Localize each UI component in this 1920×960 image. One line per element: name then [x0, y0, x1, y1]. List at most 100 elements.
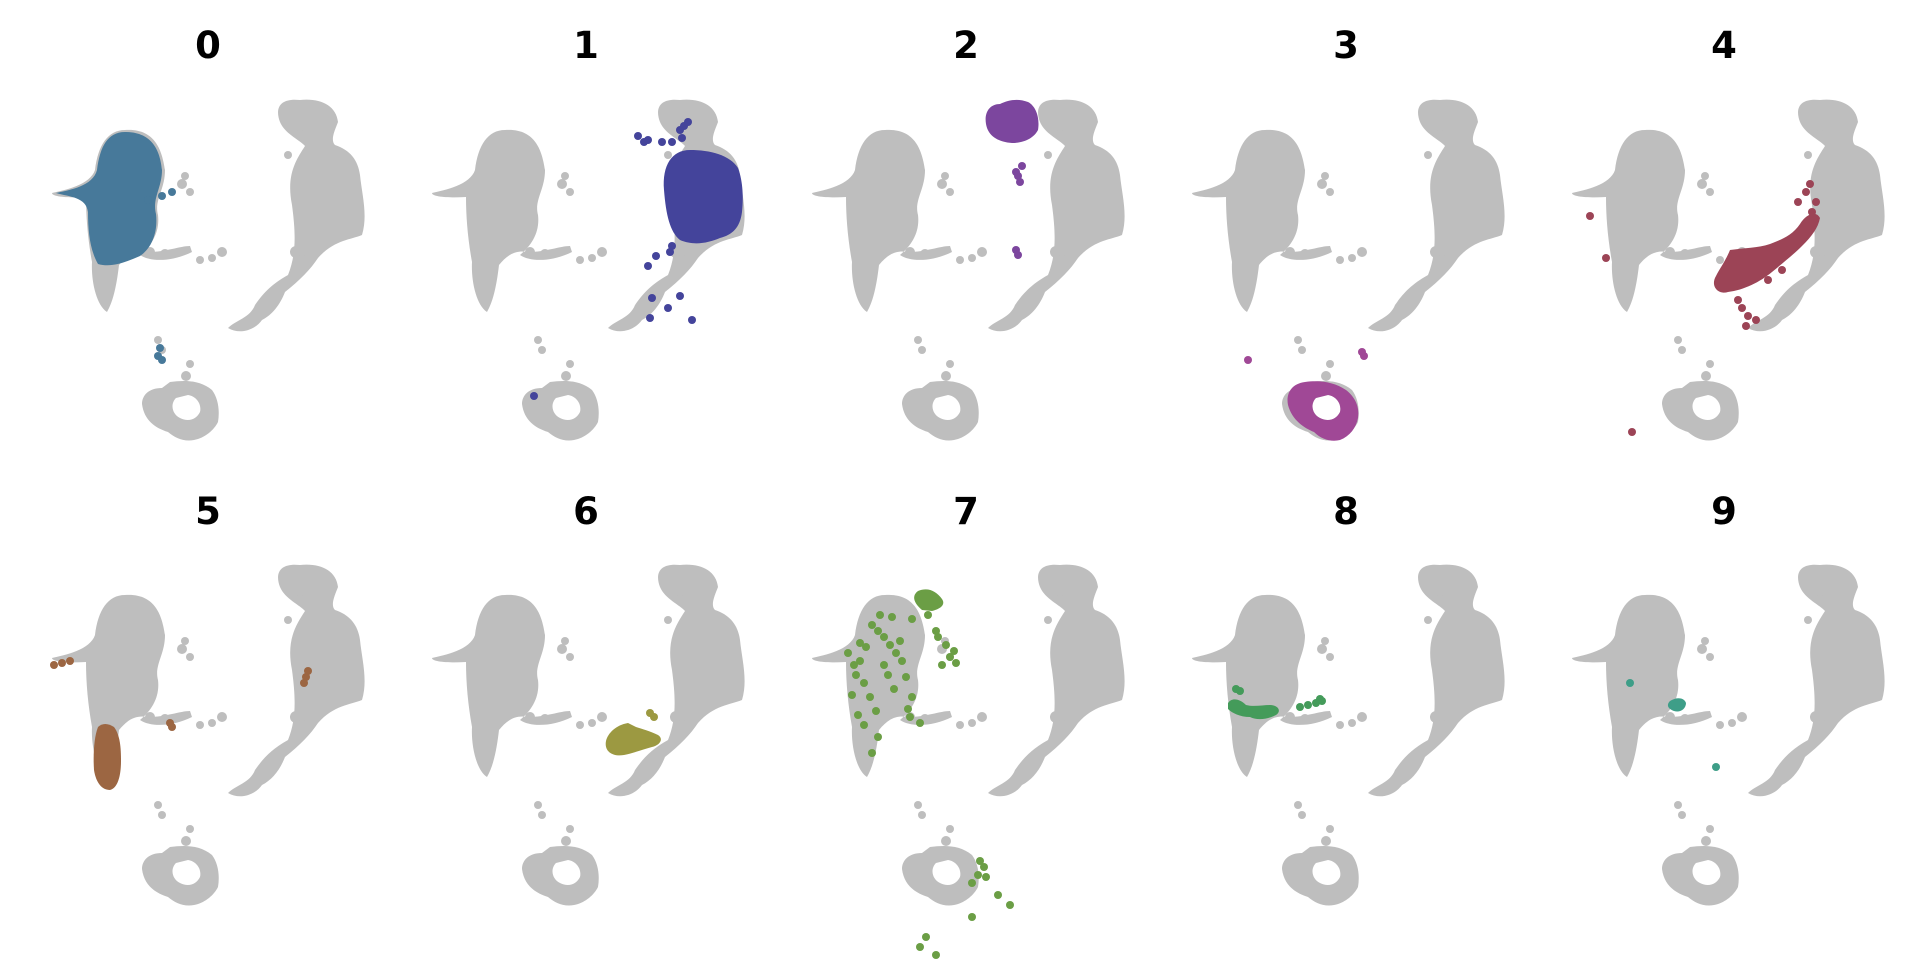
umap-panel-4	[1572, 99, 1885, 441]
cluster-cell	[888, 613, 896, 621]
background-cell	[1728, 719, 1736, 727]
panel-title: 5	[195, 490, 221, 533]
cluster-cell	[974, 871, 982, 879]
background-cells	[812, 564, 1125, 906]
background-cell	[914, 801, 922, 809]
background-cell	[956, 721, 964, 729]
panel-title: 0	[195, 24, 221, 67]
cluster-cell	[650, 713, 658, 721]
background-cell	[1298, 811, 1306, 819]
cluster-cell	[896, 637, 904, 645]
background-cell	[1044, 616, 1052, 624]
background-cells	[52, 99, 365, 441]
background-cell	[297, 720, 307, 730]
cluster-cell	[932, 627, 940, 635]
cluster-cell	[1016, 178, 1024, 186]
cluster-cell	[664, 304, 672, 312]
background-cell	[534, 801, 542, 809]
background-cell	[540, 714, 550, 724]
cluster-cell	[684, 118, 692, 126]
background-cell	[1357, 247, 1367, 257]
umap-panel-2	[812, 99, 1125, 441]
background-cell	[1701, 637, 1709, 645]
background-cell	[941, 836, 951, 846]
cluster-cell	[1812, 198, 1820, 206]
cell-cloud-main	[1572, 594, 1712, 777]
background-cell	[918, 811, 926, 819]
background-cell	[297, 255, 307, 265]
background-cell	[1680, 714, 1690, 724]
cluster-cell	[1752, 316, 1760, 324]
cluster-cell	[850, 661, 858, 669]
background-cell	[1706, 360, 1714, 368]
umap-panel-0	[52, 99, 365, 441]
cell-cloud-right	[1368, 564, 1505, 797]
cluster-cell	[648, 294, 656, 302]
background-cell	[538, 346, 546, 354]
cluster-cell	[158, 192, 166, 200]
background-cell	[186, 188, 194, 196]
cluster-cell	[300, 679, 308, 687]
background-cell	[158, 811, 166, 819]
background-cells	[432, 564, 745, 906]
background-cell	[1317, 644, 1327, 654]
background-cell	[1697, 644, 1707, 654]
background-cell	[561, 836, 571, 846]
cluster-cell	[644, 262, 652, 270]
cluster-cell	[932, 951, 940, 959]
background-cell	[1804, 616, 1812, 624]
background-cell	[1674, 801, 1682, 809]
background-cell	[1430, 246, 1442, 258]
background-cell	[525, 247, 535, 257]
background-cell	[1817, 720, 1827, 730]
cluster-cell	[872, 707, 880, 715]
cluster-cell	[1586, 212, 1594, 220]
background-cell	[677, 720, 687, 730]
cluster-cell	[1318, 697, 1326, 705]
cluster-cell	[880, 661, 888, 669]
background-cell	[181, 371, 191, 381]
background-cell	[664, 616, 672, 624]
cluster-cell	[856, 639, 864, 647]
background-cell	[540, 249, 550, 259]
background-cell	[196, 256, 204, 264]
background-cell	[290, 246, 302, 258]
background-cells	[1192, 564, 1505, 906]
cluster-cell	[874, 627, 882, 635]
cell-cloud-lower	[142, 380, 219, 441]
cluster-cell	[982, 873, 990, 881]
cluster-cell	[66, 657, 74, 665]
umap-panel-9	[1572, 564, 1885, 906]
cluster-cells-2	[985, 99, 1039, 259]
panel-title: 4	[1711, 24, 1737, 67]
background-cell	[1815, 595, 1825, 605]
cluster-cell	[942, 641, 950, 649]
cluster-cell	[892, 649, 900, 657]
background-cell	[1674, 336, 1682, 344]
background-cell	[1706, 188, 1714, 196]
background-cell	[1810, 246, 1822, 258]
cluster-cell	[952, 659, 960, 667]
cluster-region	[56, 132, 162, 266]
cluster-cells-0	[56, 132, 176, 364]
cluster-cell	[530, 392, 538, 400]
cluster-cell	[1778, 266, 1786, 274]
background-cell	[538, 811, 546, 819]
background-cell	[1424, 151, 1432, 159]
background-cell	[1701, 172, 1709, 180]
cluster-cell	[874, 733, 882, 741]
background-cell	[597, 712, 607, 722]
background-cells	[1192, 99, 1505, 441]
cluster-cell	[1806, 180, 1814, 188]
cluster-cell	[868, 749, 876, 757]
background-cell	[186, 653, 194, 661]
cluster-cell	[156, 344, 164, 352]
cluster-region	[985, 99, 1039, 143]
background-cell	[186, 825, 194, 833]
background-cell	[597, 247, 607, 257]
background-cell	[977, 247, 987, 257]
cluster-region	[93, 724, 121, 790]
background-cell	[561, 371, 571, 381]
cluster-cell	[168, 723, 176, 731]
